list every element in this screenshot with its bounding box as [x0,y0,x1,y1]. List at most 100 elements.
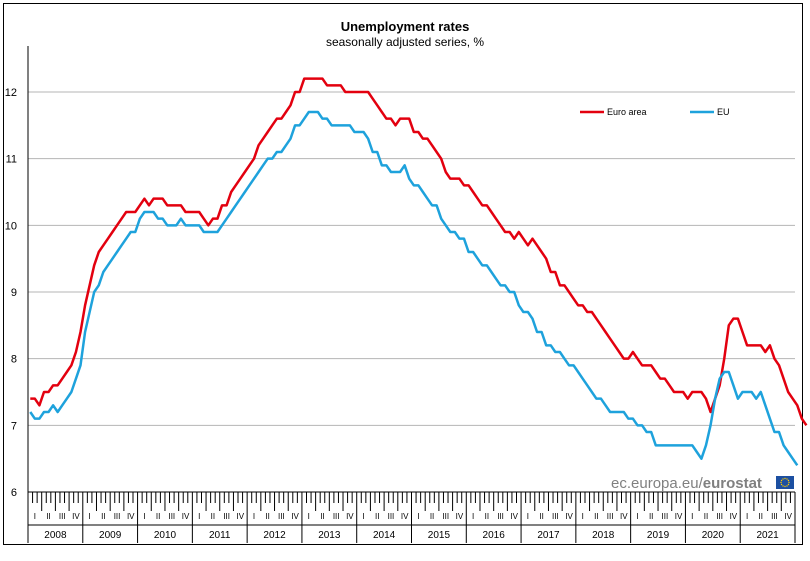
quarter-label: I [308,512,310,521]
quarter-label: II [101,512,105,521]
quarter-label: I [362,512,364,521]
quarter-label: III [442,512,449,521]
quarter-label: I [691,512,693,521]
quarter-label: IV [730,512,738,521]
quarter-label: I [746,512,748,521]
y-tick-label: 8 [11,354,17,366]
eu-star [784,485,786,488]
watermark-brand: eurostat [703,475,762,492]
quarter-label: IV [72,512,80,521]
year-label: 2013 [318,530,341,541]
quarter-label: IV [127,512,135,521]
eu-star [788,481,790,484]
quarter-label: III [607,512,614,521]
quarter-label: III [497,512,504,521]
quarter-label: IV [675,512,683,521]
quarter-label: II [46,512,50,521]
chart-title: Unemployment rates [340,19,470,34]
quarter-label: III [278,512,285,521]
series-line-0 [30,77,808,427]
quarter-label: II [759,512,763,521]
quarter-label: III [59,512,66,521]
eu-stars-icon [780,477,790,488]
eu-flag-icon [776,476,794,489]
quarter-label: IV [456,512,464,521]
legend: Euro area EU [580,107,730,117]
year-label: 2009 [99,530,122,541]
quarter-label: II [594,512,598,521]
quarter-label: IV [346,512,354,521]
eu-star [780,483,783,486]
year-label: 2020 [702,530,725,541]
quarter-label: II [375,512,379,521]
quarter-label: I [143,512,145,521]
year-label: 2016 [483,530,506,541]
year-label: 2021 [756,530,779,541]
quarter-label: II [704,512,708,521]
quarter-label: III [771,512,778,521]
year-label: 2010 [154,530,177,541]
chart-subtitle: seasonally adjusted series, % [325,35,485,49]
quarter-label: I [417,512,419,521]
series-lines [29,77,808,467]
series-line-1 [29,110,799,467]
y-tick-label: 12 [5,87,17,99]
year-label: 2015 [428,530,451,541]
quarter-label: II [156,512,160,521]
y-tick-label: 9 [11,287,17,299]
quarter-label: II [211,512,215,521]
watermark-text: ec.europa.eu/eurostat [611,475,762,492]
quarter-label: III [716,512,723,521]
eurostat-watermark: ec.europa.eu/eurostat [611,475,794,492]
eu-star [780,481,782,484]
y-tick-label: 7 [11,420,17,432]
quarter-label: III [114,512,121,521]
quarter-label: III [662,512,669,521]
legend-label: Euro area [607,107,647,117]
y-tick-label: 11 [6,154,17,166]
eu-star [782,485,784,487]
quarter-label: III [552,512,559,521]
year-label: 2018 [592,530,615,541]
quarter-label: I [472,512,474,521]
quarter-label: IV [237,512,245,521]
quarter-label: IV [620,512,628,521]
quarter-label: I [34,512,36,521]
quarter-label: II [430,512,434,521]
quarter-label: IV [401,512,409,521]
eu-star [787,479,790,482]
quarter-label: I [527,512,529,521]
y-tick-label: 6 [11,487,17,499]
legend-label: EU [717,107,730,117]
year-label: 2008 [44,530,67,541]
quarter-label: III [388,512,395,521]
eu-star [786,485,788,487]
quarter-label: I [253,512,255,521]
quarter-label: IV [182,512,190,521]
quarter-label: II [539,512,543,521]
grid-lines [28,91,795,426]
year-label: 2019 [647,530,670,541]
quarter-label: I [89,512,91,521]
eu-star [780,479,783,482]
quarter-label: II [265,512,269,521]
eu-star [787,483,790,486]
quarter-label: IV [291,512,299,521]
year-label: 2011 [209,530,231,541]
chart-frame [3,3,803,545]
quarter-label: IV [784,512,792,521]
quarter-label: III [168,512,175,521]
quarter-label: III [333,512,340,521]
quarter-label: IV [510,512,518,521]
year-label: 2012 [263,530,286,541]
quarter-label: I [636,512,638,521]
quarter-label: II [320,512,324,521]
quarter-label: II [649,512,653,521]
year-label: 2014 [373,530,396,541]
eu-star [786,478,788,480]
quarter-label: I [198,512,200,521]
watermark-site: ec.europa.eu/ [611,475,704,492]
y-tick-label: 10 [5,220,17,232]
